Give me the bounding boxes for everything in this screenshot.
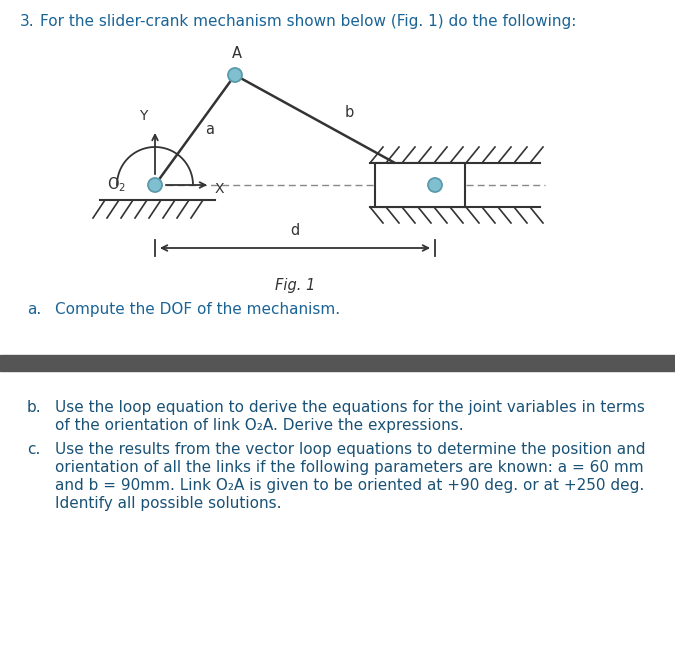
Text: Use the loop equation to derive the equations for the joint variables in terms: Use the loop equation to derive the equa…	[55, 400, 645, 415]
Text: a: a	[205, 123, 214, 137]
Text: b.: b.	[27, 400, 42, 415]
Bar	[375, 163, 465, 207]
Text: Use the results from the vector loop equations to determine the position and: Use the results from the vector loop equ…	[55, 442, 645, 457]
Text: of the orientation of link O₂A. Derive the expressions.: of the orientation of link O₂A. Derive t…	[55, 418, 464, 433]
Text: a.: a.	[27, 302, 41, 317]
Text: B: B	[447, 183, 457, 199]
Text: A: A	[232, 46, 242, 61]
Text: X: X	[215, 182, 225, 196]
Text: O$_2$: O$_2$	[107, 175, 126, 193]
Text: For the slider-crank mechanism shown below (Fig. 1) do the following:: For the slider-crank mechanism shown bel…	[40, 14, 576, 29]
Text: 3.: 3.	[20, 14, 34, 29]
Text: Y: Y	[139, 109, 147, 123]
Circle shape	[428, 178, 442, 192]
Text: d: d	[290, 223, 300, 238]
Text: Identify all possible solutions.: Identify all possible solutions.	[55, 496, 281, 511]
Text: Compute the DOF of the mechanism.: Compute the DOF of the mechanism.	[55, 302, 340, 317]
Text: orientation of all the links if the following parameters are known: a = 60 mm: orientation of all the links if the foll…	[55, 460, 644, 475]
Bar	[0, 355, 675, 371]
Text: c.: c.	[27, 442, 40, 457]
Text: Fig. 1: Fig. 1	[275, 278, 315, 293]
Text: b: b	[345, 105, 354, 120]
Circle shape	[228, 68, 242, 82]
Text: and b = 90mm. Link O₂A is given to be oriented at +90 deg. or at +250 deg.: and b = 90mm. Link O₂A is given to be or…	[55, 478, 644, 493]
Circle shape	[148, 178, 162, 192]
